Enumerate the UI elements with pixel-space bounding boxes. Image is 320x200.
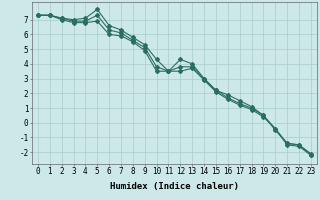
X-axis label: Humidex (Indice chaleur): Humidex (Indice chaleur)	[110, 182, 239, 191]
